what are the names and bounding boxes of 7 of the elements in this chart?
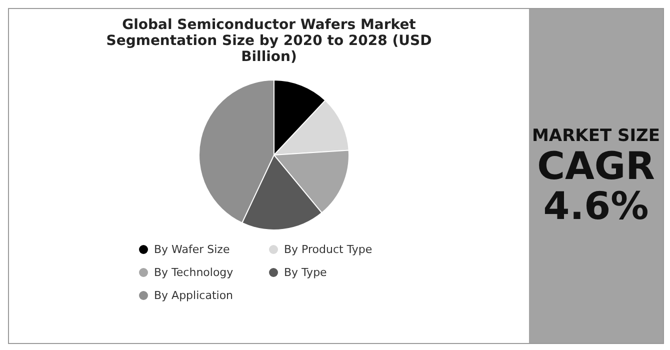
text: MARKET SIZE: [532, 126, 660, 146]
legend-label: By Wafer Size: [154, 243, 230, 256]
legend-label: By Technology: [154, 266, 234, 279]
legend-label: By Product Type: [284, 243, 372, 256]
chart-title: Global Semiconductor Wafers Market Segmentation Size by 2020 to 2028 (USD Billion): [105, 17, 433, 65]
legend-label: By Application: [154, 289, 234, 302]
legend-label: By Type: [284, 266, 327, 279]
